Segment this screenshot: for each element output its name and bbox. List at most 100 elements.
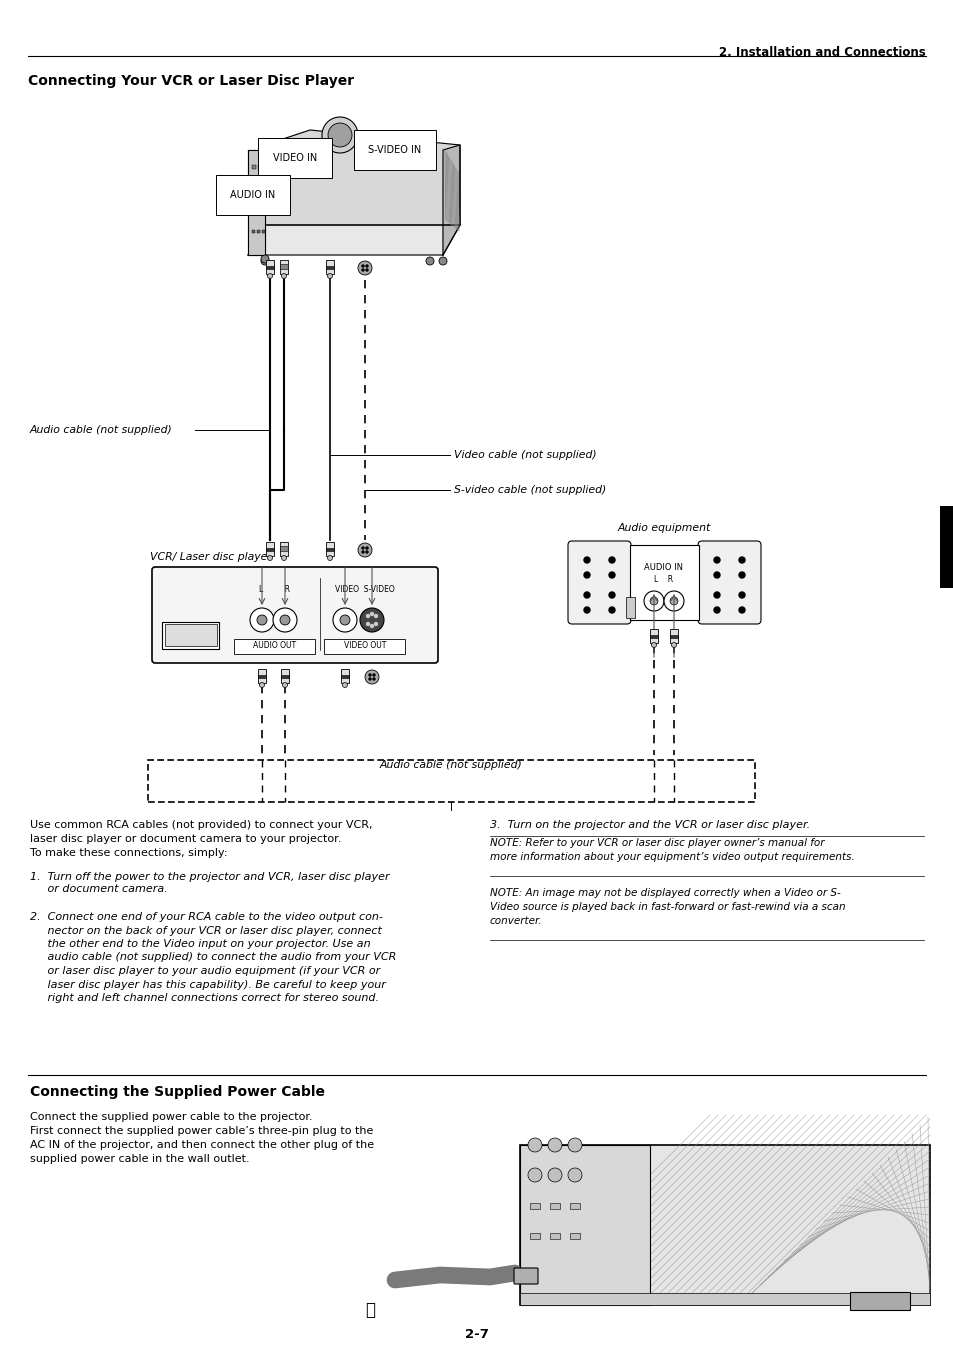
Text: Connecting the Supplied Power Cable: Connecting the Supplied Power Cable (30, 1085, 325, 1099)
Text: Use common RCA cables (not provided) to connect your VCR,
laser disc player or d: Use common RCA cables (not provided) to … (30, 820, 372, 857)
Circle shape (651, 643, 656, 647)
Text: nector on the back of your VCR or laser disc player, connect: nector on the back of your VCR or laser … (30, 926, 381, 936)
Bar (340, 675, 349, 678)
FancyBboxPatch shape (162, 621, 219, 648)
Circle shape (608, 592, 615, 599)
Bar (649, 635, 658, 638)
Circle shape (713, 572, 720, 578)
Bar (326, 549, 334, 551)
FancyBboxPatch shape (698, 541, 760, 624)
Bar (939, 506, 953, 588)
Circle shape (369, 678, 371, 679)
Bar (569, 1202, 579, 1209)
FancyBboxPatch shape (234, 639, 315, 654)
Circle shape (261, 255, 269, 263)
Circle shape (369, 674, 371, 675)
Bar (266, 542, 274, 555)
Circle shape (322, 117, 357, 154)
Circle shape (370, 612, 374, 616)
Circle shape (361, 270, 364, 271)
Circle shape (438, 257, 447, 266)
Text: S-video cable (not supplied): S-video cable (not supplied) (454, 485, 605, 495)
Polygon shape (248, 225, 459, 255)
Circle shape (267, 555, 273, 561)
Text: AUDIO IN: AUDIO IN (644, 562, 682, 572)
Circle shape (327, 555, 333, 561)
Circle shape (256, 615, 267, 625)
Bar (519, 1293, 929, 1305)
Bar (530, 1202, 539, 1209)
Circle shape (366, 615, 369, 617)
Bar (252, 183, 255, 187)
Bar (340, 669, 349, 683)
FancyBboxPatch shape (514, 1268, 537, 1285)
Circle shape (327, 274, 333, 279)
Text: Video cable (not supplied): Video cable (not supplied) (454, 450, 596, 460)
Text: Connecting Your VCR or Laser Disc Player: Connecting Your VCR or Laser Disc Player (28, 74, 354, 88)
Bar (280, 264, 288, 270)
Text: ⤷: ⤷ (365, 1301, 375, 1318)
Bar (280, 260, 288, 274)
Circle shape (373, 674, 375, 675)
Polygon shape (265, 129, 459, 225)
FancyBboxPatch shape (519, 1144, 929, 1305)
Circle shape (713, 557, 720, 563)
Text: Audio cable (not supplied): Audio cable (not supplied) (30, 425, 172, 435)
Text: NOTE: An image may not be displayed correctly when a Video or S-
Video source is: NOTE: An image may not be displayed corr… (490, 888, 844, 926)
Circle shape (527, 1138, 541, 1153)
Bar (649, 630, 658, 643)
Bar (257, 164, 262, 168)
Bar (266, 266, 274, 270)
Bar (281, 669, 289, 683)
Circle shape (739, 557, 744, 563)
FancyBboxPatch shape (567, 541, 630, 624)
Text: laser disc player has this capability). Be careful to keep your: laser disc player has this capability). … (30, 980, 385, 989)
Circle shape (281, 274, 286, 279)
Circle shape (608, 572, 615, 578)
Text: L    R: L R (654, 576, 673, 585)
Text: VIDEO IN: VIDEO IN (273, 154, 316, 163)
Circle shape (357, 262, 372, 275)
Circle shape (282, 682, 287, 687)
Text: 1.  Turn off the power to the projector and VCR, laser disc player
     or docum: 1. Turn off the power to the projector a… (30, 872, 389, 894)
Circle shape (713, 592, 720, 599)
Circle shape (713, 607, 720, 613)
Circle shape (361, 266, 364, 267)
Bar (326, 260, 334, 274)
Circle shape (339, 615, 350, 625)
Bar (326, 266, 334, 270)
Circle shape (361, 551, 364, 553)
Bar (257, 669, 266, 683)
Bar (165, 624, 216, 646)
Circle shape (583, 592, 589, 599)
FancyBboxPatch shape (152, 568, 437, 663)
Circle shape (365, 670, 378, 683)
Circle shape (267, 274, 273, 279)
Circle shape (359, 608, 384, 632)
Circle shape (608, 557, 615, 563)
Polygon shape (248, 150, 265, 255)
Text: 2. Installation and Connections: 2. Installation and Connections (719, 46, 925, 59)
Circle shape (366, 551, 368, 553)
Circle shape (361, 547, 364, 549)
Text: 2.  Connect one end of your RCA cable to the video output con-: 2. Connect one end of your RCA cable to … (30, 913, 382, 922)
Circle shape (739, 572, 744, 578)
Circle shape (261, 257, 269, 266)
Circle shape (342, 682, 347, 687)
Bar (257, 201, 262, 205)
Circle shape (259, 682, 264, 687)
Bar (266, 260, 274, 274)
Circle shape (328, 123, 352, 147)
Text: NOTE: Refer to your VCR or laser disc player owner’s manual for
more information: NOTE: Refer to your VCR or laser disc pl… (490, 838, 854, 861)
Circle shape (370, 624, 374, 628)
Circle shape (583, 607, 589, 613)
Text: VCR/ Laser disc player: VCR/ Laser disc player (150, 551, 272, 562)
Circle shape (366, 547, 368, 549)
Bar (266, 549, 274, 551)
Circle shape (643, 590, 663, 611)
Bar (849, 1291, 909, 1310)
Circle shape (669, 597, 678, 605)
Circle shape (366, 270, 368, 271)
Text: Connect the supplied power cable to the projector.
First connect the supplied po: Connect the supplied power cable to the … (30, 1112, 374, 1165)
Circle shape (671, 643, 676, 647)
